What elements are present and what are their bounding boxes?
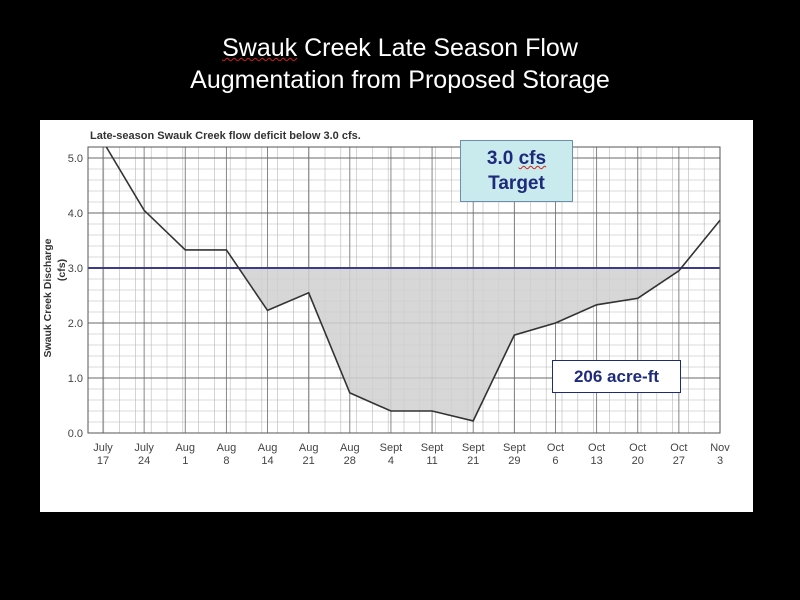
x-tick-month: Sept xyxy=(380,442,403,454)
x-tick-month: Oct xyxy=(670,442,687,454)
x-tick-day: 14 xyxy=(261,455,273,467)
deficit-area xyxy=(238,268,682,421)
x-tick-day: 11 xyxy=(426,455,437,467)
x-tick-day: 8 xyxy=(223,455,229,467)
x-tick-month: Aug xyxy=(175,442,195,454)
slide-title: Swauk Creek Late Season Flow Augmentatio… xyxy=(0,32,800,96)
x-tick-month: Sept xyxy=(462,442,485,454)
target-callout: 3.0 cfs Target xyxy=(460,140,573,202)
x-tick-day: 3 xyxy=(717,455,723,467)
x-tick-day: 20 xyxy=(632,455,644,467)
x-tick-day: 17 xyxy=(97,455,109,467)
x-tick-day: 6 xyxy=(552,455,558,467)
x-tick-month: Sept xyxy=(503,442,526,454)
x-tick-day: 1 xyxy=(182,455,188,467)
x-tick-day: 24 xyxy=(138,455,150,467)
y-tick-label: 5.0 xyxy=(68,153,83,165)
x-tick-month: Aug xyxy=(217,442,237,454)
x-tick-day: 4 xyxy=(388,455,394,467)
y-tick-label: 4.0 xyxy=(68,208,83,220)
x-tick-month: Oct xyxy=(547,442,564,454)
y-axis-label: Swauk Creek Discharge xyxy=(42,238,54,357)
target-callout-label: Target xyxy=(488,173,545,194)
x-tick-day: 29 xyxy=(508,455,520,467)
target-callout-value: 3.0 cfs xyxy=(486,148,547,169)
x-tick-month: Sept xyxy=(421,442,444,454)
flow-series-line xyxy=(105,146,721,422)
x-tick-month: Oct xyxy=(588,442,605,454)
x-tick-day: 28 xyxy=(344,455,356,467)
x-tick-month: July xyxy=(93,442,113,454)
slide-title-line2: Augmentation from Proposed Storage xyxy=(190,66,610,94)
y-tick-label: 0.0 xyxy=(68,428,83,440)
x-tick-day: 27 xyxy=(673,455,685,467)
x-tick-day: 13 xyxy=(590,455,602,467)
x-tick-month: Aug xyxy=(258,442,278,454)
x-tick-month: July xyxy=(134,442,154,454)
flow-chart: 0.01.02.03.04.05.0July17July24Aug1Aug8Au… xyxy=(42,130,730,467)
y-tick-label: 1.0 xyxy=(68,373,83,385)
slide-title-line1: Swauk Creek Late Season Flow xyxy=(222,34,578,62)
y-tick-label: 3.0 xyxy=(68,263,83,275)
title-word-swauk: Swauk xyxy=(222,34,298,62)
chart-title: Late-season Swauk Creek flow deficit bel… xyxy=(90,130,361,142)
x-tick-month: Oct xyxy=(629,442,646,454)
x-tick-day: 21 xyxy=(303,455,315,467)
x-tick-month: Nov xyxy=(710,442,730,454)
x-tick-month: Aug xyxy=(299,442,319,454)
x-tick-month: Aug xyxy=(340,442,360,454)
volume-callout: 206 acre-ft xyxy=(552,360,681,393)
y-axis-unit: (cfs) xyxy=(56,259,68,281)
chart-panel: 0.0 1.0 2.0 3.0 4.0 5.0 July 17 July 24 Aug 1 Aug 8 Au… xyxy=(40,120,753,512)
plot-border xyxy=(87,146,721,434)
y-tick-label: 2.0 xyxy=(68,318,83,330)
x-tick-day: 21 xyxy=(467,455,479,467)
